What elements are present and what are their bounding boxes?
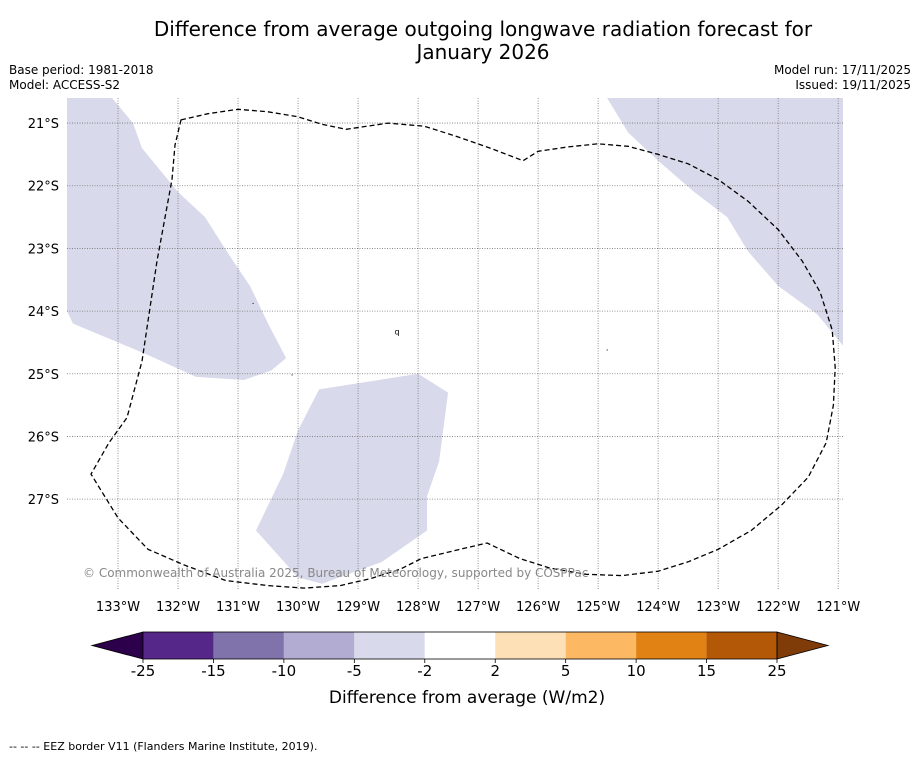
eez-footer-note: -- -- -- EEZ border V11 (Flanders Marine…: [9, 740, 318, 753]
colorbar-bin-2: [283, 632, 355, 659]
x-tick-label: 133°W: [96, 600, 140, 615]
colorbar-bin-0: [143, 632, 214, 659]
x-tick-label: 125°W: [576, 600, 620, 615]
colorbar-tick-label: -15: [201, 662, 226, 680]
chart-title: Difference from average outgoing longwav…: [0, 18, 919, 64]
colorbar-tick-label: -5: [347, 662, 362, 680]
colorbar-tick-label: -10: [272, 662, 297, 680]
colorbar-bin-1: [213, 632, 284, 659]
region-west: [67, 98, 287, 380]
y-tick-label: 24°S: [28, 305, 59, 320]
y-tick-label: 27°S: [28, 493, 59, 508]
colorbar-bin-3: [354, 632, 425, 659]
y-tick-label: 25°S: [28, 368, 59, 383]
x-tick-label: 128°W: [396, 600, 440, 615]
map-area: q · · · © Commonwealth of Australia 2025, Bu…: [67, 98, 843, 590]
x-tick-label: 127°W: [456, 600, 500, 615]
copyright-text: © Commonwealth of Australia 2025, Bureau…: [83, 566, 588, 580]
colorbar-tick-label: 25: [767, 662, 786, 680]
x-tick-label: 129°W: [336, 600, 380, 615]
island-mark-0: q: [395, 327, 400, 336]
model-run-text: Model run: 17/11/2025: [773, 63, 911, 77]
x-tick-label: 121°W: [816, 600, 860, 615]
base-period-text: Base period: 1981-2018: [9, 63, 154, 77]
colorbar-tick-label: -2: [417, 662, 432, 680]
colorbar-tick-label: 15: [697, 662, 716, 680]
colorbar-bin-4: [424, 632, 496, 659]
colorbar-bin-8: [706, 632, 777, 659]
x-tick-label: 124°W: [636, 600, 680, 615]
x-tick-label: 122°W: [756, 600, 800, 615]
island-mark-2: ·: [606, 346, 609, 356]
colorbar-bin-6: [565, 632, 637, 659]
region-east: [607, 98, 843, 346]
y-tick-label: 22°S: [28, 180, 59, 195]
x-tick-label: 132°W: [156, 600, 200, 615]
title-line-1: Difference from average outgoing longwav…: [153, 17, 813, 41]
y-tick-label: 21°S: [28, 117, 59, 132]
x-tick-label: 130°W: [276, 600, 320, 615]
meta-right: Model run: 17/11/2025 Issued: 19/11/2025: [774, 63, 911, 93]
x-tick-label: 123°W: [696, 600, 740, 615]
colorbar-label: Difference from average (W/m2): [329, 688, 605, 708]
island-mark-3: ·: [291, 371, 294, 381]
island-mark-1: ·: [252, 300, 255, 310]
eez-border-line: [90, 108, 836, 589]
y-tick-label: 26°S: [28, 430, 59, 445]
x-tick-label: 131°W: [216, 600, 260, 615]
y-tick-label: 23°S: [28, 242, 59, 257]
meta-left: Base period: 1981-2018 Model: ACCESS-S2: [9, 63, 154, 93]
issued-text: Issued: 19/11/2025: [795, 78, 911, 92]
colorbar-tick-label: 10: [627, 662, 646, 680]
colorbar-tick-label: 5: [561, 662, 571, 680]
colorbar-bin-7: [636, 632, 707, 659]
colorbar-tick-label: 2: [490, 662, 500, 680]
colorbar-extend-low: [90, 631, 144, 660]
model-text: Model: ACCESS-S2: [9, 78, 121, 92]
colorbar-tick-label: -25: [131, 662, 156, 680]
region-south: [256, 373, 449, 584]
colorbar-extend-high: [776, 631, 830, 660]
title-line-2: January 2026: [416, 40, 550, 64]
colorbar-bin-5: [495, 632, 566, 659]
colorbar-outline: [142, 631, 778, 660]
x-tick-label: 126°W: [516, 600, 560, 615]
